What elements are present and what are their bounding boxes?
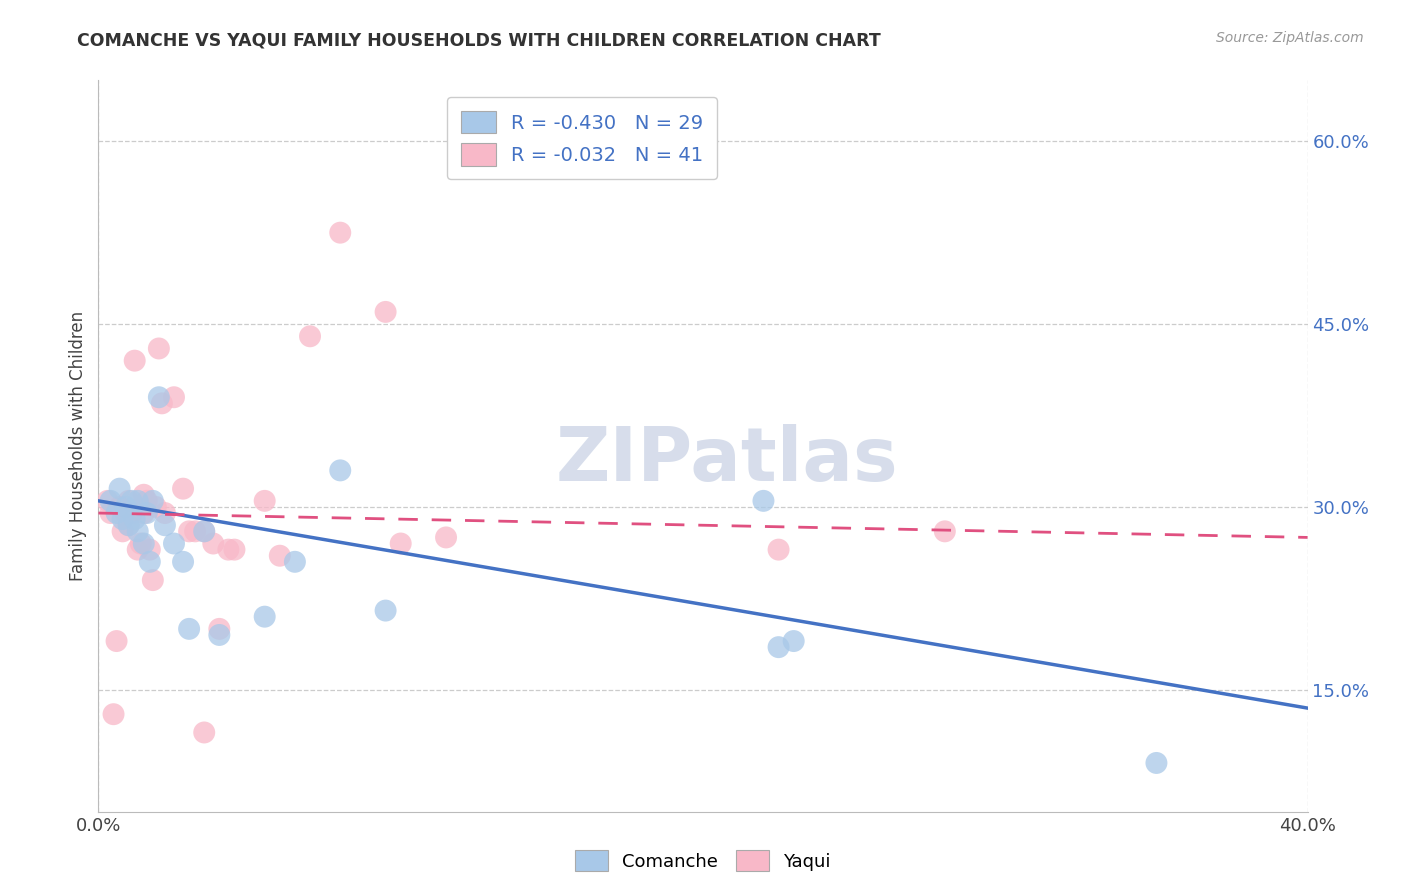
Point [124,353,146,368]
Point [118,493,141,508]
Point [434,530,457,544]
Point [193,725,215,739]
Point [132,536,155,550]
Point [132,488,155,502]
Point [202,536,225,550]
Point [224,542,246,557]
Point [142,493,165,508]
Point [135,493,157,508]
Point [153,518,176,533]
Point [284,555,307,569]
Point [193,524,215,539]
Point [121,506,143,520]
Point [148,342,170,356]
Point [193,524,215,539]
Point [105,506,128,520]
Point [142,573,165,587]
Point [163,390,186,404]
Point [139,542,162,557]
Point [124,512,146,526]
Point [172,555,194,569]
Point [153,506,176,520]
Point [114,506,136,520]
Point [127,524,149,539]
Text: COMANCHE VS YAQUI FAMILY HOUSEHOLDS WITH CHILDREN CORRELATION CHART: COMANCHE VS YAQUI FAMILY HOUSEHOLDS WITH… [77,31,882,49]
Point [111,512,134,526]
Point [374,603,396,617]
Point [139,555,162,569]
Point [179,524,201,539]
Point [934,524,956,539]
Point [111,524,134,539]
Point [299,329,322,343]
Point [179,622,201,636]
Point [100,493,122,508]
Point [163,536,186,550]
Point [1144,756,1167,770]
Text: ZIPatlas: ZIPatlas [555,424,898,497]
Point [253,609,276,624]
Point [269,549,291,563]
Point [127,493,149,508]
Point [184,524,207,539]
Point [172,482,194,496]
Point [208,628,231,642]
Point [768,640,790,655]
Text: Source: ZipAtlas.com: Source: ZipAtlas.com [1216,31,1364,45]
Point [150,396,173,410]
Point [114,500,136,514]
Point [389,536,412,550]
Point [208,622,231,636]
Point [329,463,352,477]
Point [100,506,122,520]
Point [132,506,155,520]
Point [96,493,118,508]
Point [135,506,157,520]
Legend: Comanche, Yaqui: Comanche, Yaqui [568,843,838,879]
Point [103,707,125,722]
Point [783,634,806,648]
Point [108,482,131,496]
Point [329,226,352,240]
Y-axis label: Family Households with Children: Family Households with Children [69,311,87,581]
Point [105,634,128,648]
Point [148,390,170,404]
Point [127,542,149,557]
Point [768,542,790,557]
Point [108,500,131,514]
Point [752,493,775,508]
Point [118,518,141,533]
Legend: R = -0.430   N = 29, R = -0.032   N = 41: R = -0.430 N = 29, R = -0.032 N = 41 [447,97,717,179]
Point [118,518,141,533]
Point [129,536,152,550]
Point [145,500,167,514]
Point [217,542,239,557]
Point [253,493,276,508]
Point [374,305,396,319]
Point [121,493,143,508]
